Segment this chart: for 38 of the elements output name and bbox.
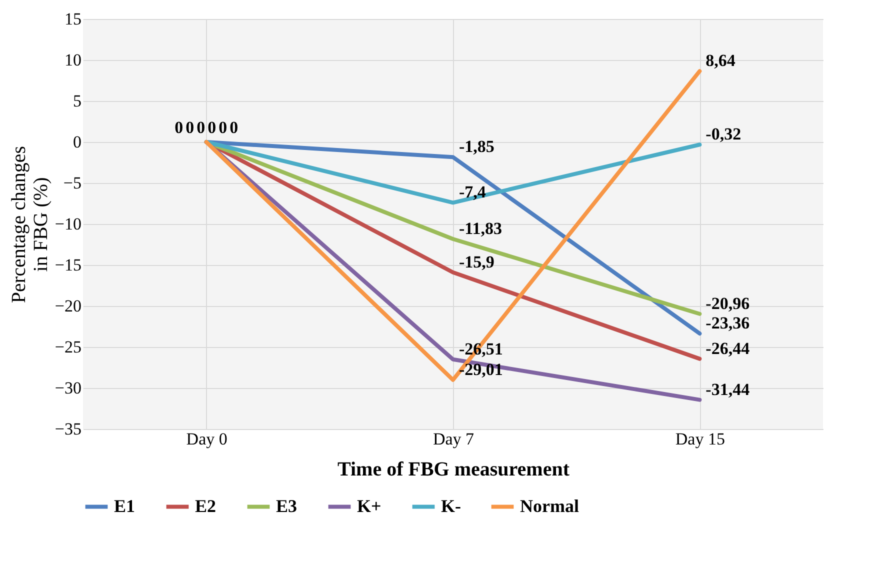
- y-tick-label: −20: [54, 296, 82, 316]
- y-tick-label: 10: [64, 50, 82, 70]
- data-label: -26,44: [706, 338, 750, 358]
- data-label: 0: [186, 118, 194, 137]
- data-label: -0,32: [706, 124, 742, 144]
- x-tick-label: Day 15: [675, 430, 725, 448]
- legend-label: K-: [441, 496, 461, 516]
- legend-label: Normal: [520, 496, 579, 516]
- data-label: -20,96: [706, 294, 750, 313]
- legend-label: E2: [195, 496, 216, 516]
- data-label: -11,83: [459, 219, 502, 238]
- y-tick-label: −10: [54, 214, 82, 234]
- y-tick-label: −5: [63, 174, 82, 192]
- x-tick-label: Day 0: [186, 430, 228, 448]
- y-tick-label: −35: [54, 420, 82, 438]
- x-tick-label: Day 7: [432, 430, 475, 448]
- y-axis-title: Percentage changes in FBG (%): [8, 146, 52, 304]
- data-label: 8,64: [706, 51, 736, 70]
- data-label: 0: [196, 118, 206, 137]
- data-label: -15,9: [459, 252, 494, 272]
- y-tick-label: −15: [54, 256, 82, 274]
- legend-label: E1: [114, 496, 136, 516]
- data-label: 0: [218, 118, 228, 137]
- data-label: -31,44: [706, 380, 750, 399]
- data-label: -7,4: [459, 182, 486, 202]
- data-label: -1,85: [459, 137, 494, 156]
- data-label: 0: [230, 118, 238, 137]
- data-label: -23,36: [706, 314, 750, 333]
- y-tick-label: −30: [54, 378, 82, 398]
- y-tick-label: −25: [54, 338, 82, 356]
- legend-label: E3: [276, 496, 298, 516]
- y-tick-label: 0: [73, 132, 82, 152]
- legend-label: K+: [357, 496, 382, 516]
- x-axis-title: Time of FBG measurement: [337, 458, 570, 480]
- y-tick-label: 15: [64, 10, 82, 28]
- y-tick-label: 5: [73, 92, 82, 110]
- data-label: 0: [174, 118, 184, 137]
- data-label: 0: [208, 118, 216, 137]
